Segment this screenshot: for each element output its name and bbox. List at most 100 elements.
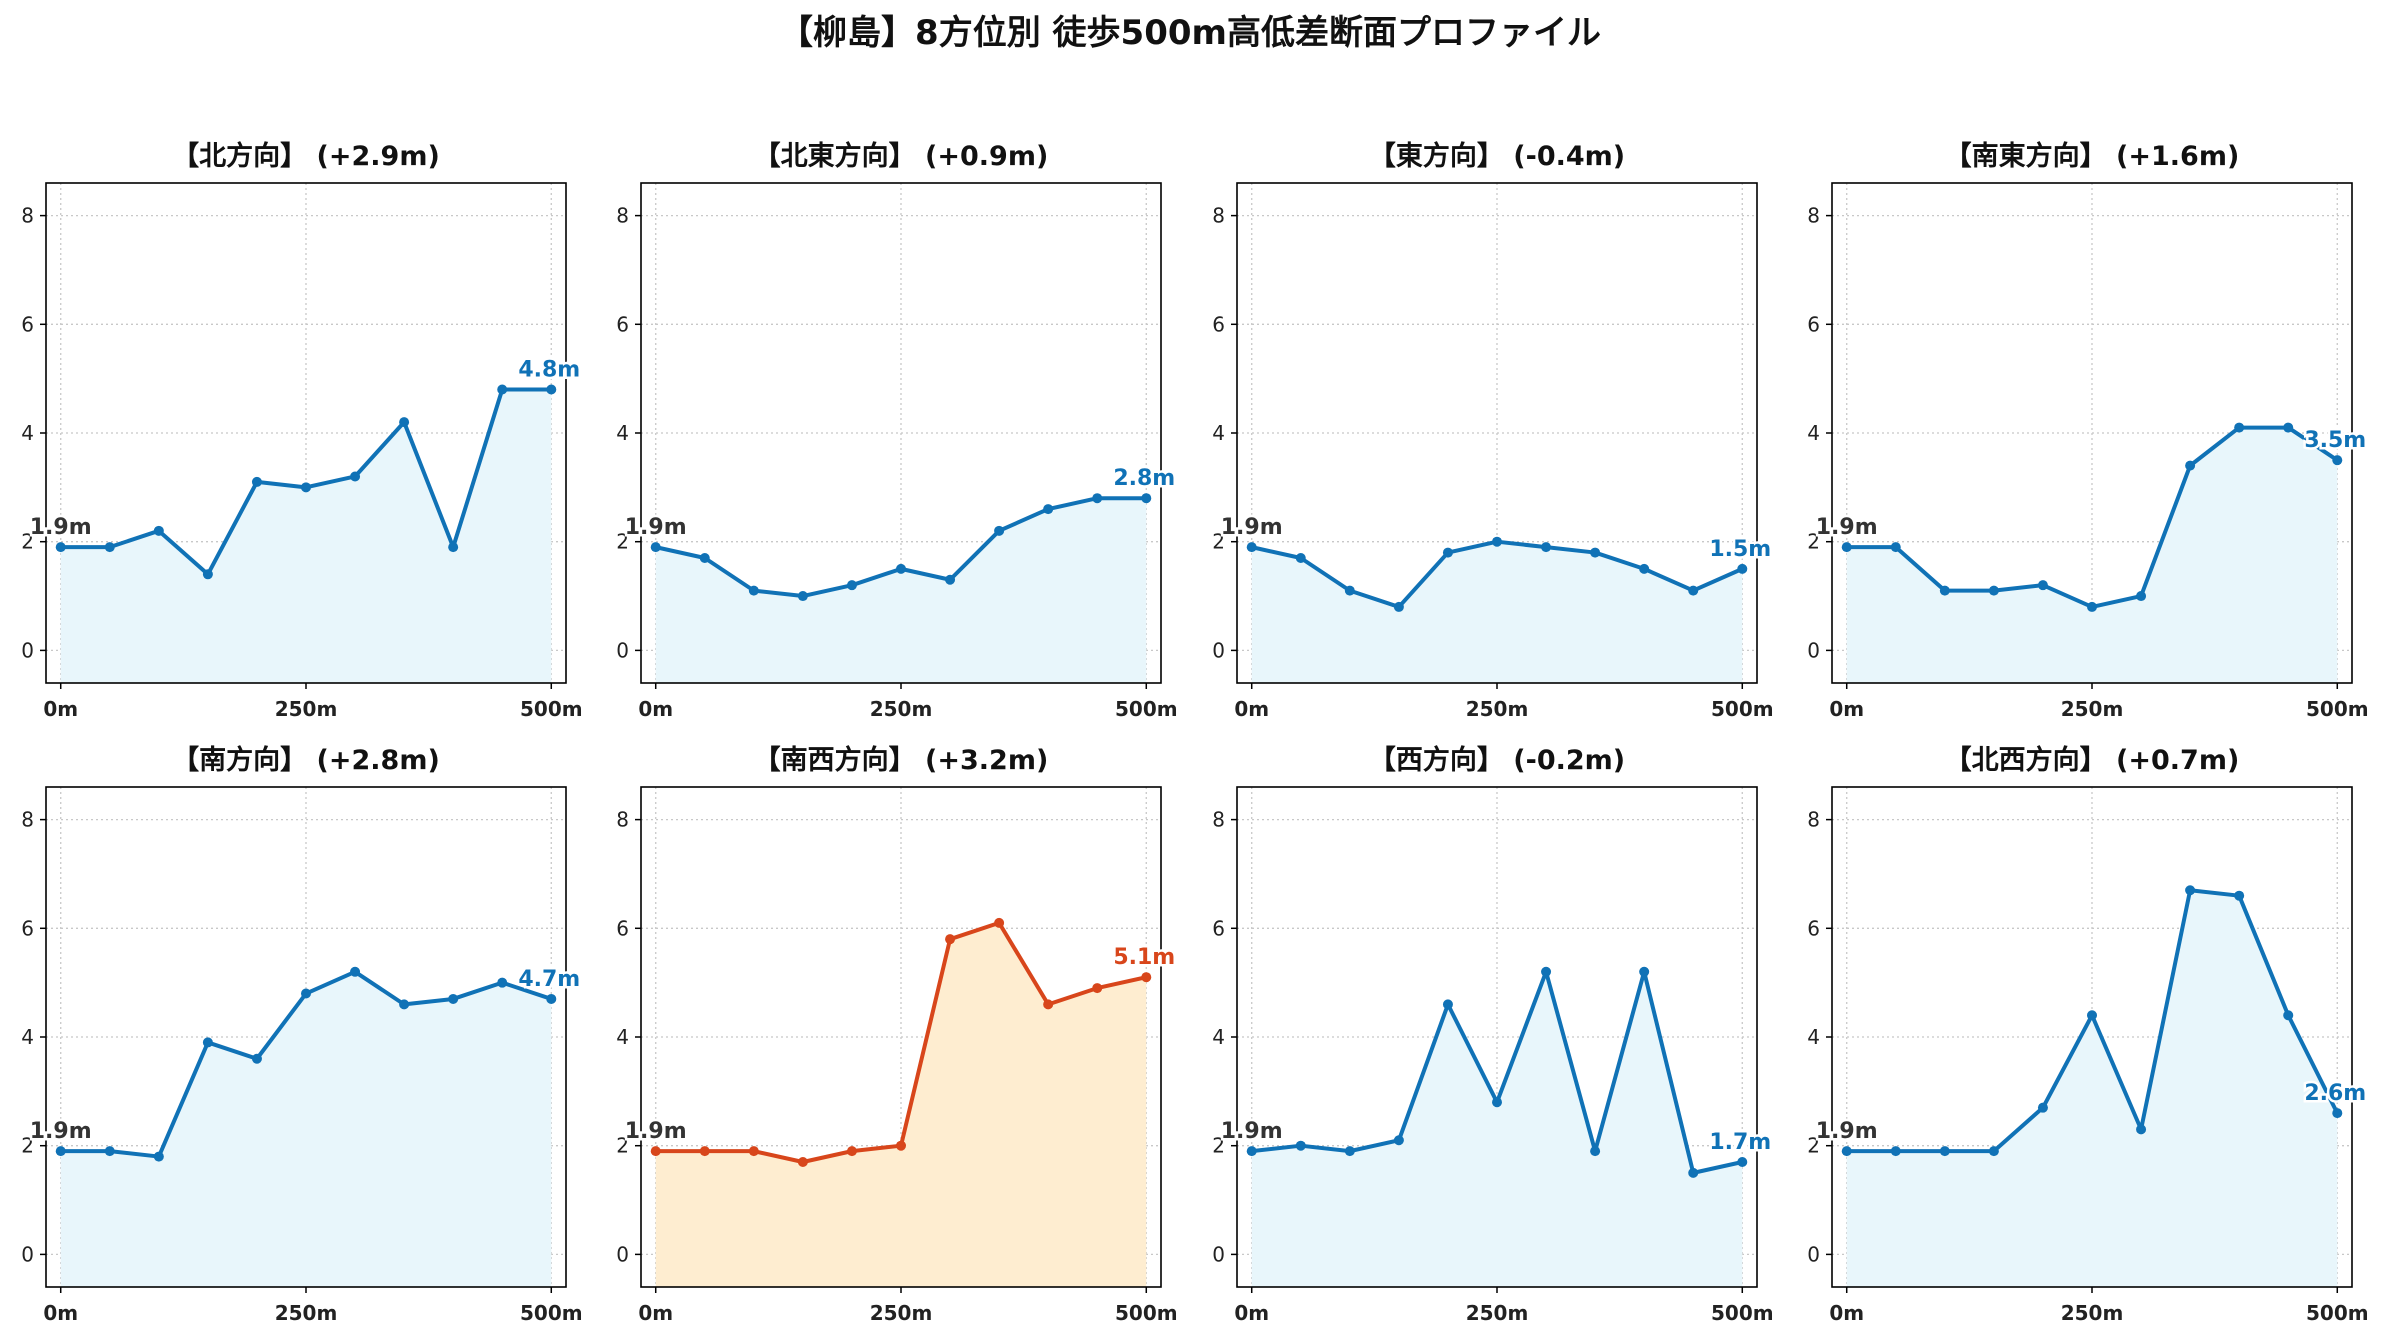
data-point xyxy=(1141,493,1152,504)
data-point xyxy=(896,1140,906,1151)
start-value-label: 1.9m xyxy=(1221,515,1283,540)
data-point xyxy=(846,580,857,591)
data-point xyxy=(1295,553,1306,563)
x-tick-label: 0m xyxy=(43,1301,78,1325)
data-point xyxy=(1442,547,1453,558)
x-tick-label: 250m xyxy=(1466,697,1529,721)
data-point xyxy=(546,993,557,1004)
y-tick-label: 0 xyxy=(21,1242,34,1266)
data-point xyxy=(448,542,459,553)
data-point xyxy=(1393,1135,1404,1146)
data-point xyxy=(2037,580,2048,591)
data-point xyxy=(2037,1102,2048,1113)
data-point xyxy=(1541,966,1552,977)
panel-6: 【西方向】 (-0.2m) 0 2 4 6 8 0m 250m 500m 1.9m 1.7m xyxy=(1212,744,1773,1325)
data-point xyxy=(1092,983,1103,994)
y-tick-label: 6 xyxy=(1807,916,1820,940)
y-tick-label: 4 xyxy=(1807,421,1820,445)
data-point xyxy=(1295,1140,1306,1151)
y-tick-label: 8 xyxy=(1212,204,1225,228)
start-value-label: 1.9m xyxy=(1221,1119,1283,1144)
data-point xyxy=(1344,1146,1355,1157)
end-value-label: 2.8m xyxy=(1113,466,1175,491)
y-tick-label: 4 xyxy=(1212,1025,1225,1049)
data-point xyxy=(1890,1146,1901,1157)
x-tick-label: 0m xyxy=(1829,697,1864,721)
data-point xyxy=(202,1037,213,1048)
data-point xyxy=(699,553,710,563)
data-point xyxy=(55,542,66,553)
data-point xyxy=(301,988,311,999)
y-tick-label: 4 xyxy=(616,421,629,445)
data-point xyxy=(1246,1146,1257,1157)
panel-2: 【東方向】 (-0.4m) 0 2 4 6 8 0m 250m 500m 1.9m 1.5m xyxy=(1212,140,1773,721)
data-point xyxy=(994,917,1005,928)
data-point xyxy=(1246,542,1257,553)
area-fill xyxy=(655,922,1147,1287)
y-tick-label: 2 xyxy=(616,530,629,554)
y-tick-label: 6 xyxy=(1212,312,1225,336)
data-point xyxy=(399,999,410,1010)
y-tick-label: 6 xyxy=(616,312,629,336)
start-value-label: 1.9m xyxy=(625,515,687,540)
panel-3: 【南東方向】 (+1.6m) 0 2 4 6 8 0m 250m 500m 1.9m 3.5m xyxy=(1807,140,2368,721)
y-tick-label: 0 xyxy=(21,638,34,662)
data-point xyxy=(1939,585,1950,596)
y-tick-label: 6 xyxy=(21,312,34,336)
data-point xyxy=(2234,890,2245,901)
data-point xyxy=(1393,601,1404,612)
y-tick-label: 0 xyxy=(616,1242,629,1266)
data-point xyxy=(497,977,508,988)
y-tick-label: 4 xyxy=(616,1025,629,1049)
data-point xyxy=(55,1146,66,1157)
x-tick-label: 0m xyxy=(1234,1301,1269,1325)
panel-title: 【南西方向】 (+3.2m) xyxy=(754,744,1049,776)
panel-title: 【北東方向】 (+0.9m) xyxy=(754,140,1049,172)
x-tick-label: 250m xyxy=(1466,1301,1529,1325)
start-value-label: 1.9m xyxy=(30,515,92,540)
x-tick-label: 250m xyxy=(2061,697,2124,721)
area-fill xyxy=(1846,890,2338,1287)
data-point xyxy=(1541,542,1552,553)
x-tick-label: 0m xyxy=(638,1301,673,1325)
data-point xyxy=(797,591,808,602)
data-point xyxy=(2087,601,2097,612)
panel-title: 【東方向】 (-0.4m) xyxy=(1369,140,1625,172)
data-point xyxy=(1344,585,1355,596)
area-fill xyxy=(1251,971,1743,1287)
area-fill xyxy=(1251,541,1743,683)
panel-title: 【西方向】 (-0.2m) xyxy=(1369,744,1625,776)
x-tick-label: 250m xyxy=(2061,1301,2124,1325)
y-tick-label: 8 xyxy=(1212,808,1225,832)
data-point xyxy=(1590,1146,1601,1157)
panel-1: 【北東方向】 (+0.9m) 0 2 4 6 8 0m 250m 500m 1.9m 2.8m xyxy=(616,140,1177,721)
panel-5: 【南西方向】 (+3.2m) 0 2 4 6 8 0m 250m 500m 1.9m 5.1m xyxy=(616,744,1177,1325)
data-point xyxy=(1890,542,1901,553)
data-point xyxy=(2332,1108,2343,1119)
data-point xyxy=(1639,563,1650,574)
y-tick-label: 2 xyxy=(21,1134,34,1158)
x-tick-label: 250m xyxy=(275,697,338,721)
data-point xyxy=(2283,1010,2294,1021)
x-tick-label: 0m xyxy=(43,697,78,721)
x-tick-label: 0m xyxy=(638,697,673,721)
data-point xyxy=(1737,1157,1748,1167)
x-tick-label: 500m xyxy=(1115,1301,1178,1325)
data-point xyxy=(2234,422,2245,433)
data-point xyxy=(650,1146,661,1157)
data-point xyxy=(2136,1124,2147,1135)
data-point xyxy=(497,384,508,395)
x-tick-label: 500m xyxy=(1115,697,1178,721)
start-value-label: 1.9m xyxy=(625,1119,687,1144)
end-value-label: 3.5m xyxy=(2304,428,2366,453)
y-tick-label: 0 xyxy=(1212,638,1225,662)
y-tick-label: 8 xyxy=(616,204,629,228)
x-tick-label: 500m xyxy=(1711,1301,1774,1325)
y-tick-label: 8 xyxy=(21,808,34,832)
end-value-label: 5.1m xyxy=(1113,945,1175,970)
data-point xyxy=(846,1146,857,1157)
data-point xyxy=(1988,1146,1999,1157)
y-tick-label: 6 xyxy=(1212,916,1225,940)
figure-title: 【柳島】8方位別 徒歩500m高低差断面プロファイル xyxy=(779,13,1601,53)
